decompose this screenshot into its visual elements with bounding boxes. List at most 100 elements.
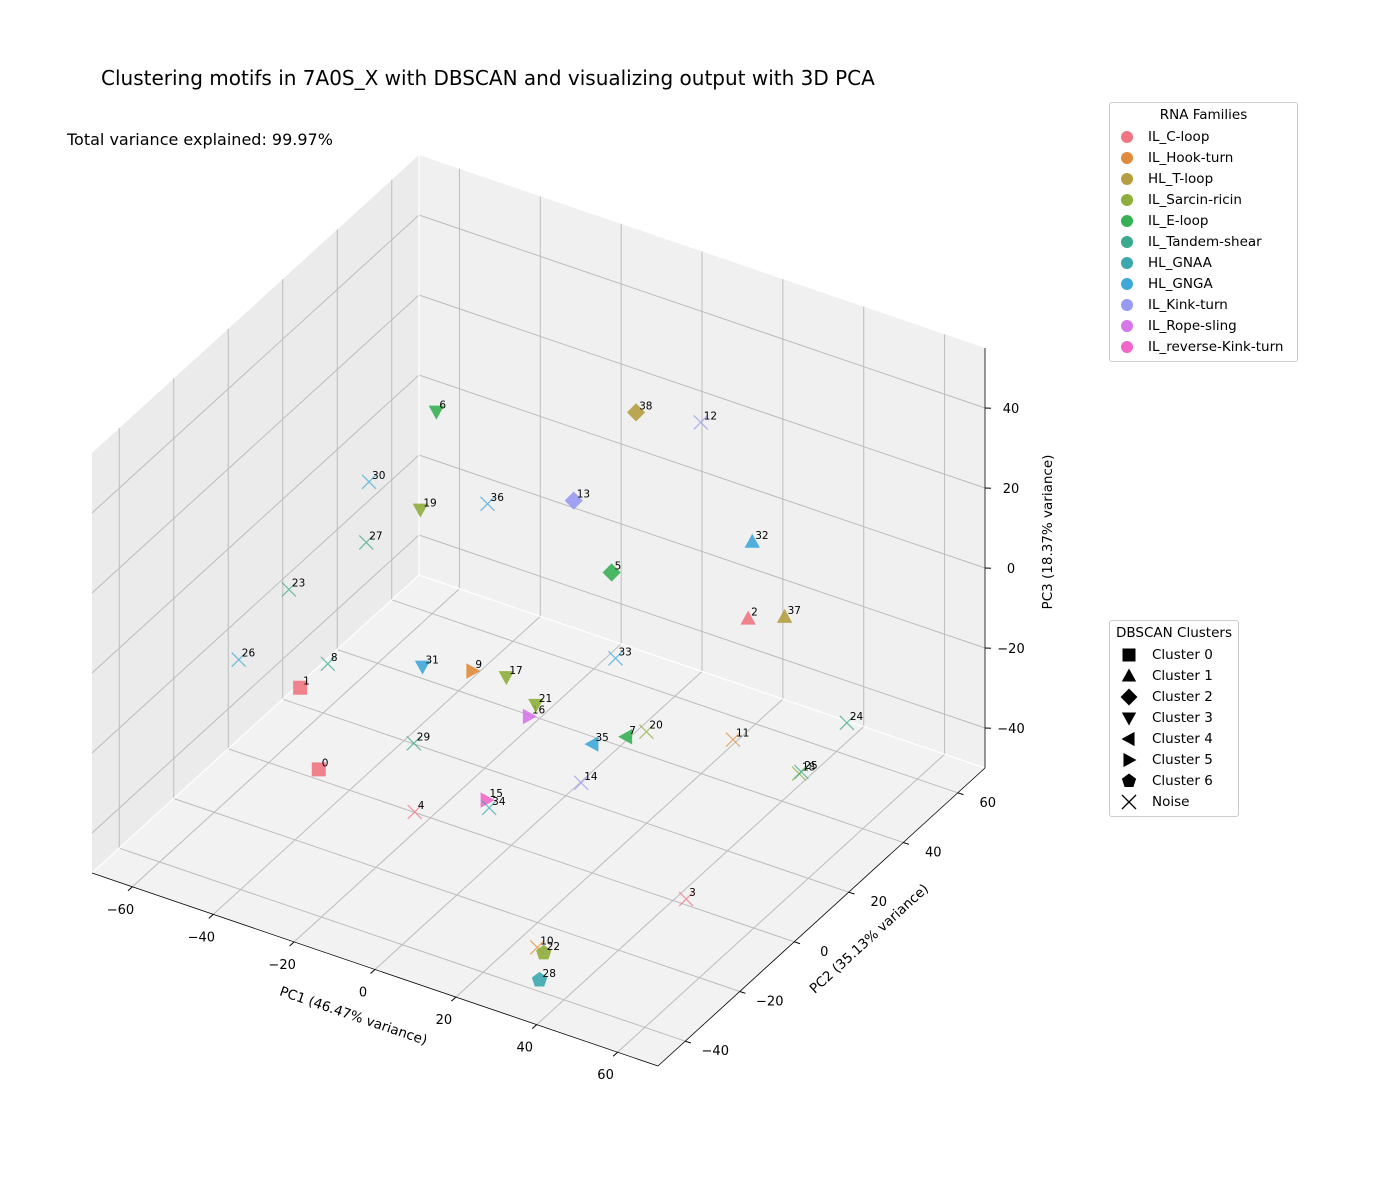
data-point <box>428 405 445 420</box>
family-swatch <box>1121 193 1133 206</box>
data-point <box>528 698 544 713</box>
families-legend-title: RNA Families <box>1159 107 1248 123</box>
grid-line-x-floor <box>455 698 784 998</box>
z-tick-label: 20 <box>1003 482 1020 497</box>
point-label: 17 <box>509 665 522 677</box>
data-point <box>412 503 429 518</box>
circle-icon <box>1121 235 1133 248</box>
family-swatch <box>1121 298 1133 311</box>
point-label: 3 <box>689 887 696 899</box>
point-label: 18 <box>802 762 815 774</box>
x-tick-label: −60 <box>107 903 134 918</box>
data-point <box>639 724 654 740</box>
cluster-swatch <box>1120 688 1138 705</box>
y-axis-line <box>657 767 986 1067</box>
family-swatch <box>1121 235 1133 248</box>
point-label: 5 <box>615 560 622 572</box>
grid-line-z-back <box>418 294 986 489</box>
tick-mark <box>794 941 801 945</box>
point-label: 6 <box>439 400 446 412</box>
family-swatch <box>1121 130 1133 143</box>
point-label: 15 <box>490 788 503 800</box>
data-point <box>311 762 326 777</box>
grid-line-y-floor <box>337 649 904 843</box>
chart-title: Clustering motifs in 7A0S_X with DBSCAN … <box>101 66 875 90</box>
point-label: 35 <box>595 732 608 744</box>
triangle-down-icon <box>1121 711 1137 725</box>
point-label: 34 <box>492 796 506 808</box>
family-legend-item: IL_C-loop <box>1110 126 1297 147</box>
triangle-right-icon <box>1123 752 1137 767</box>
family-legend-label: IL_reverse-Kink-turn <box>1148 338 1284 355</box>
data-point <box>320 656 336 672</box>
circle-icon <box>1121 151 1133 164</box>
point-label: 0 <box>322 757 329 769</box>
point-label: 36 <box>491 492 505 504</box>
point-label: 29 <box>417 731 430 743</box>
family-legend-label: IL_Tandem-shear <box>1148 233 1262 250</box>
pane-edge <box>418 574 986 769</box>
grid-line-x-floor <box>374 671 703 970</box>
grid-line-x-floor <box>617 753 945 1053</box>
family-legend-label: IL_C-loop <box>1148 128 1210 145</box>
tick-mark <box>739 991 746 994</box>
family-legend-label: IL_Kink-turn <box>1148 296 1228 313</box>
grid-line-z-back <box>418 534 986 729</box>
cluster-legend-label: Cluster 4 <box>1152 730 1213 747</box>
data-point <box>693 414 709 430</box>
point-label: 9 <box>475 659 482 671</box>
circle-icon <box>1121 172 1133 185</box>
cluster-legend-item: Cluster 6 <box>1110 770 1238 791</box>
grid-line-x-floor <box>536 726 865 1026</box>
point-label: 25 <box>804 760 817 772</box>
family-swatch <box>1121 277 1133 290</box>
circle-icon <box>1121 193 1133 206</box>
family-legend-item: IL_Hook-turn <box>1110 147 1297 168</box>
y-tick-label: 60 <box>979 796 996 811</box>
z-tick-label: 0 <box>1007 562 1015 577</box>
point-label: 26 <box>242 648 256 660</box>
point-label: 21 <box>539 693 552 705</box>
clusters-legend: DBSCAN Clusters Cluster 0 Cluster 1 Cluste… <box>1109 620 1239 817</box>
grid-line-x-floor <box>293 643 622 943</box>
data-point <box>414 660 431 675</box>
data-point <box>839 715 855 731</box>
point-label: 27 <box>369 530 382 542</box>
cluster-swatch <box>1123 752 1137 767</box>
family-swatch <box>1121 319 1133 332</box>
grid-line-y-floor <box>391 599 958 794</box>
family-legend-label: IL_Sarcin-ricin <box>1148 191 1242 208</box>
data-point <box>564 491 583 510</box>
family-swatch <box>1121 256 1133 269</box>
x-tick-label: 0 <box>359 986 367 1001</box>
circle-icon <box>1121 130 1133 143</box>
data-point <box>480 792 495 808</box>
data-point <box>498 671 515 686</box>
cluster-legend-label: Cluster 2 <box>1152 688 1213 705</box>
data-point <box>480 496 495 512</box>
pentagon-icon <box>1121 773 1137 787</box>
point-label: 12 <box>704 410 717 422</box>
tick-mark <box>957 792 964 796</box>
x-icon <box>1121 794 1137 809</box>
circle-icon <box>1121 319 1133 332</box>
family-legend-item: IL_E-loop <box>1110 210 1297 231</box>
cluster-legend-item: Cluster 4 <box>1110 728 1238 749</box>
z-tick-label: −20 <box>997 642 1024 657</box>
variance-annotation: Total variance explained: 99.97% <box>67 130 333 149</box>
family-legend-item: HL_T-loop <box>1110 168 1297 189</box>
tick-mark <box>208 913 214 919</box>
clusters-legend-title: DBSCAN Clusters <box>1116 625 1232 641</box>
tick-mark <box>451 996 457 1002</box>
data-point <box>602 563 621 582</box>
family-legend-item: IL_reverse-Kink-turn <box>1110 336 1297 357</box>
z-tick-label: 40 <box>1003 402 1020 417</box>
data-point <box>358 535 374 550</box>
z-axis-label: PC3 (18.37% variance) <box>1040 455 1056 610</box>
x-tick-label: −20 <box>268 958 295 973</box>
family-legend-label: IL_E-loop <box>1148 212 1209 229</box>
tick-mark <box>685 1040 692 1044</box>
data-point <box>626 403 646 422</box>
point-label: 4 <box>418 800 425 812</box>
family-legend-item: IL_Tandem-shear <box>1110 231 1297 252</box>
